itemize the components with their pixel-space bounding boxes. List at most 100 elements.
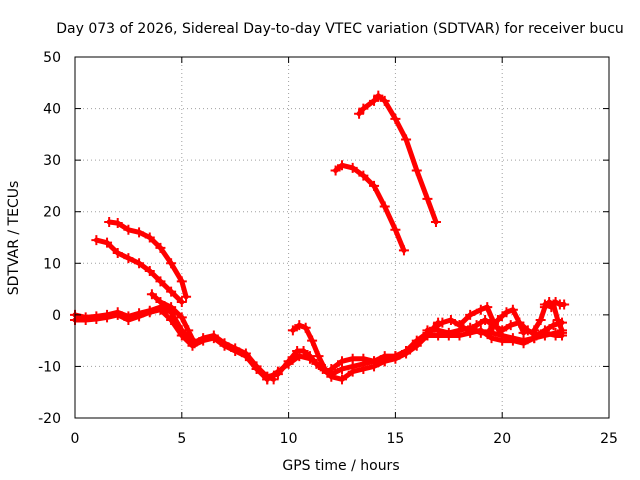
y-tick-label: 10	[43, 256, 61, 272]
data-point	[411, 340, 422, 351]
data-point	[463, 325, 474, 336]
y-tick-label: 20	[43, 205, 61, 221]
data-point	[390, 351, 401, 362]
series-line-arc-b	[106, 219, 189, 300]
data-point	[465, 309, 476, 320]
data-point	[422, 325, 433, 336]
data-point	[358, 364, 369, 375]
data-point	[294, 320, 305, 331]
y-tick-label: -20	[38, 411, 61, 427]
x-tick-label: 10	[280, 431, 298, 447]
series-line-arc-e	[356, 93, 439, 225]
data-point	[176, 276, 187, 287]
data-point	[358, 170, 369, 181]
data-point	[401, 345, 412, 356]
data-point	[166, 258, 177, 269]
data-point	[326, 364, 337, 375]
data-point	[102, 312, 113, 323]
data-point	[183, 325, 194, 336]
data-point	[471, 320, 482, 331]
data-point	[176, 312, 187, 323]
chart-title: Day 073 of 2026, Sidereal Day-to-day VTE…	[56, 21, 624, 37]
data-point	[298, 345, 309, 356]
data-point	[539, 325, 550, 336]
data-point	[373, 90, 384, 101]
data-point	[358, 353, 369, 364]
data-point	[198, 335, 209, 346]
data-point	[146, 289, 157, 300]
data-point	[166, 286, 177, 297]
series-line-arc-a	[93, 237, 185, 305]
data-point	[144, 232, 155, 243]
data-point	[112, 218, 123, 229]
data-point	[379, 95, 390, 106]
data-point	[379, 351, 390, 362]
data-point	[123, 253, 134, 264]
data-point	[155, 242, 166, 253]
data-point	[475, 327, 486, 338]
data-point	[430, 217, 441, 228]
data-point	[91, 235, 102, 246]
data-point	[507, 333, 518, 344]
y-tick-label: 30	[43, 153, 61, 169]
data-point	[475, 304, 486, 315]
data-point	[230, 345, 241, 356]
data-point	[307, 335, 318, 346]
data-point	[294, 351, 305, 362]
data-point	[443, 327, 454, 338]
data-point	[390, 224, 401, 235]
data-point	[134, 227, 145, 238]
data-point	[347, 162, 358, 173]
data-point	[557, 325, 568, 336]
plot-frame	[74, 56, 610, 419]
data-point	[262, 374, 273, 385]
data-point	[422, 193, 433, 204]
y-tick-label: 0	[52, 308, 61, 324]
data-point	[411, 165, 422, 176]
data-point	[144, 266, 155, 277]
data-point	[529, 325, 540, 336]
y-tick-label: -10	[38, 359, 61, 375]
data-point	[104, 217, 115, 228]
data-point	[337, 160, 347, 171]
data-point	[251, 364, 262, 375]
data-point	[445, 315, 456, 326]
data-point	[390, 113, 401, 124]
data-point	[112, 247, 123, 258]
data-point	[166, 302, 177, 313]
data-point	[272, 366, 283, 377]
data-point	[176, 330, 187, 341]
data-point	[354, 108, 365, 119]
data-point	[181, 291, 192, 302]
data-point	[480, 315, 491, 326]
data-point	[369, 180, 380, 191]
data-point	[155, 296, 166, 307]
x-tick-label: 0	[71, 431, 80, 447]
data-point	[497, 330, 508, 341]
data-point	[80, 315, 91, 326]
data-point	[548, 320, 559, 331]
data-point	[155, 276, 166, 287]
data-point	[134, 258, 145, 269]
data-point	[552, 315, 563, 326]
x-tick-label: 15	[386, 431, 404, 447]
x-tick-label: 25	[600, 431, 618, 447]
data-point	[347, 366, 358, 377]
data-point	[91, 313, 102, 324]
data-point	[176, 296, 187, 307]
y-tick-label: 40	[43, 102, 61, 118]
data-point	[347, 353, 358, 364]
data-point	[531, 330, 542, 341]
data-point	[546, 302, 557, 313]
data-point	[112, 309, 123, 320]
y-tick-label: 50	[43, 50, 61, 66]
data-point	[166, 315, 177, 326]
data-point	[283, 358, 294, 369]
x-axis-label: GPS time / hours	[282, 458, 399, 474]
data-point	[144, 307, 155, 318]
data-point	[313, 351, 324, 362]
axes: 0 5 10 15 20 25 -20 -10 0 10 20 30 40 50	[38, 50, 618, 447]
y-axis-label: SDTVAR / TECUs	[6, 181, 22, 296]
data-point	[208, 333, 219, 344]
plot-area	[70, 90, 570, 385]
